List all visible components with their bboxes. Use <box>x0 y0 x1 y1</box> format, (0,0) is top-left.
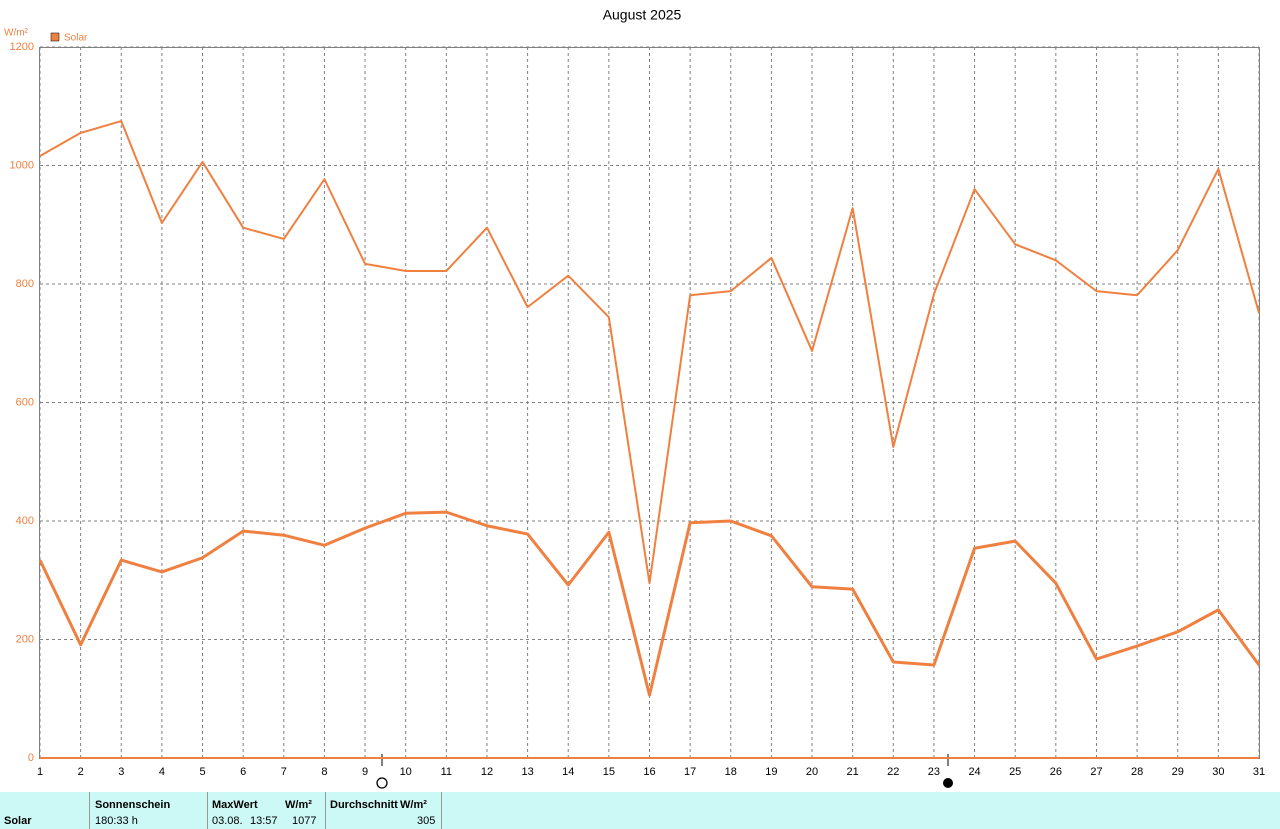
column-separator <box>325 792 326 829</box>
y-tick-label: 400 <box>16 515 34 527</box>
cell: 03.08. <box>212 815 243 827</box>
x-tick-label: 28 <box>1131 766 1143 778</box>
data-line <box>38 510 1261 697</box>
cell: 1077 <box>292 815 317 827</box>
cell: 305 <box>417 815 436 827</box>
x-tick-label: 18 <box>725 766 737 778</box>
x-tick-label: 8 <box>321 766 327 778</box>
x-tick-label: 17 <box>684 766 696 778</box>
y-tick-label: 600 <box>16 396 34 408</box>
cell: 13:57 <box>250 815 278 827</box>
y-tick-label: 1200 <box>10 41 34 53</box>
x-tick-label: 21 <box>847 766 859 778</box>
x-tick-label: 26 <box>1050 766 1062 778</box>
legend-label: Solar <box>64 33 88 44</box>
x-tick-label: 7 <box>281 766 287 778</box>
x-tick-label: 20 <box>806 766 818 778</box>
x-tick-label: 3 <box>118 766 124 778</box>
x-tick-label: 23 <box>928 766 940 778</box>
header-cell: Sonnenschein <box>95 799 171 811</box>
header-cell: MaxWert <box>212 799 258 811</box>
x-tick-label: 25 <box>1009 766 1021 778</box>
x-tick-label: 11 <box>441 766 452 778</box>
y-tick-label: 1000 <box>10 159 34 171</box>
header-cell: W/m² <box>400 799 427 811</box>
x-tick-label: 22 <box>887 766 899 778</box>
legend-swatch <box>50 32 60 42</box>
column-separator <box>207 792 208 829</box>
x-tick-label: 10 <box>400 766 412 778</box>
x-tick-label: 27 <box>1090 766 1102 778</box>
full-moon <box>376 777 388 789</box>
x-tick-label: 15 <box>603 766 615 778</box>
cell: 180:33 h <box>95 815 138 827</box>
column-separator <box>441 792 442 829</box>
x-tick-label: 13 <box>521 766 533 778</box>
x-tick-label: 4 <box>159 766 165 778</box>
x-tick-label: 30 <box>1212 766 1224 778</box>
chart-title: August 2025 <box>603 7 682 23</box>
data-line <box>39 120 1260 585</box>
row-label: Solar <box>4 815 32 827</box>
y-tick-label: 200 <box>16 633 34 645</box>
x-tick-label: 14 <box>562 766 574 778</box>
x-tick-label: 6 <box>240 766 246 778</box>
x-tick-label: 2 <box>78 766 84 778</box>
x-tick-label: 1 <box>37 766 43 778</box>
y-axis-unit: W/m² <box>4 28 29 39</box>
header-cell: W/m² <box>285 799 312 811</box>
column-separator <box>89 792 90 829</box>
x-tick-label: 12 <box>481 766 493 778</box>
y-tick-label: 0 <box>28 752 34 764</box>
x-tick-label: 9 <box>362 766 368 778</box>
x-tick-label: 5 <box>199 766 205 778</box>
summary-table: Sonnenschein MaxWert W/m² Durchschnitt W… <box>0 792 1280 829</box>
x-tick-label: 16 <box>643 766 655 778</box>
x-tick-label: 19 <box>765 766 777 778</box>
x-tick-label: 29 <box>1172 766 1184 778</box>
x-tick-label: 24 <box>968 766 980 778</box>
new-moon <box>943 778 953 788</box>
x-tick-label: 31 <box>1253 766 1265 778</box>
header-cell: Durchschnitt <box>330 799 398 811</box>
y-tick-label: 800 <box>16 278 34 290</box>
